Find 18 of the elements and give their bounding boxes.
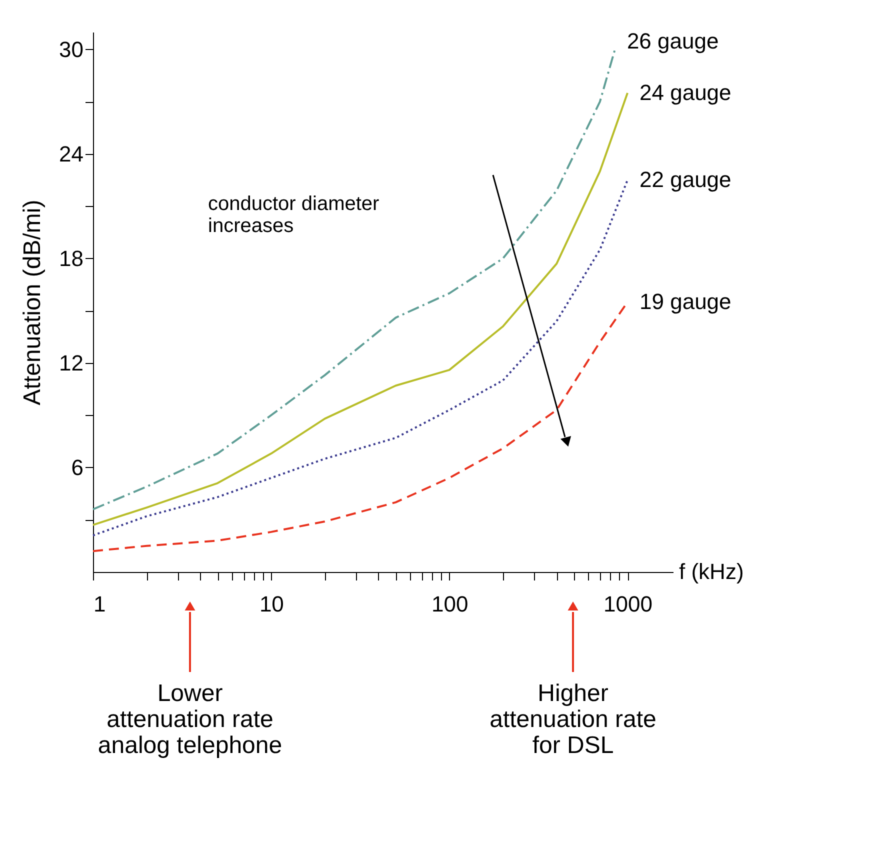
x-tick-label: 1000 bbox=[604, 592, 652, 616]
y-tick-label: 12 bbox=[59, 350, 84, 376]
y-axis-title: Attenuation (dB/mi) bbox=[19, 200, 46, 406]
y-tick-label: 6 bbox=[71, 454, 84, 480]
text: Lower attenuation rate analog telephone bbox=[98, 680, 282, 759]
y-tick-label: 18 bbox=[59, 246, 84, 271]
series-label: 24 gauge bbox=[640, 80, 732, 105]
y-tick-label: 24 bbox=[59, 141, 84, 166]
text: Higher attenuation rate for DSL bbox=[490, 680, 656, 759]
series-label: 22 gauge bbox=[640, 167, 732, 192]
y-tick-label: 30 bbox=[59, 36, 84, 62]
x-tick-label: 1 bbox=[94, 592, 106, 616]
series-label: 19 gauge bbox=[640, 289, 732, 314]
series-label: 26 gauge bbox=[626, 28, 719, 54]
x-axis-title: f (kHz) bbox=[679, 559, 744, 584]
annotation: conductor diameter increases bbox=[208, 193, 380, 237]
x-tick-label: 100 bbox=[431, 592, 468, 616]
x-tick-label: 10 bbox=[259, 592, 284, 616]
